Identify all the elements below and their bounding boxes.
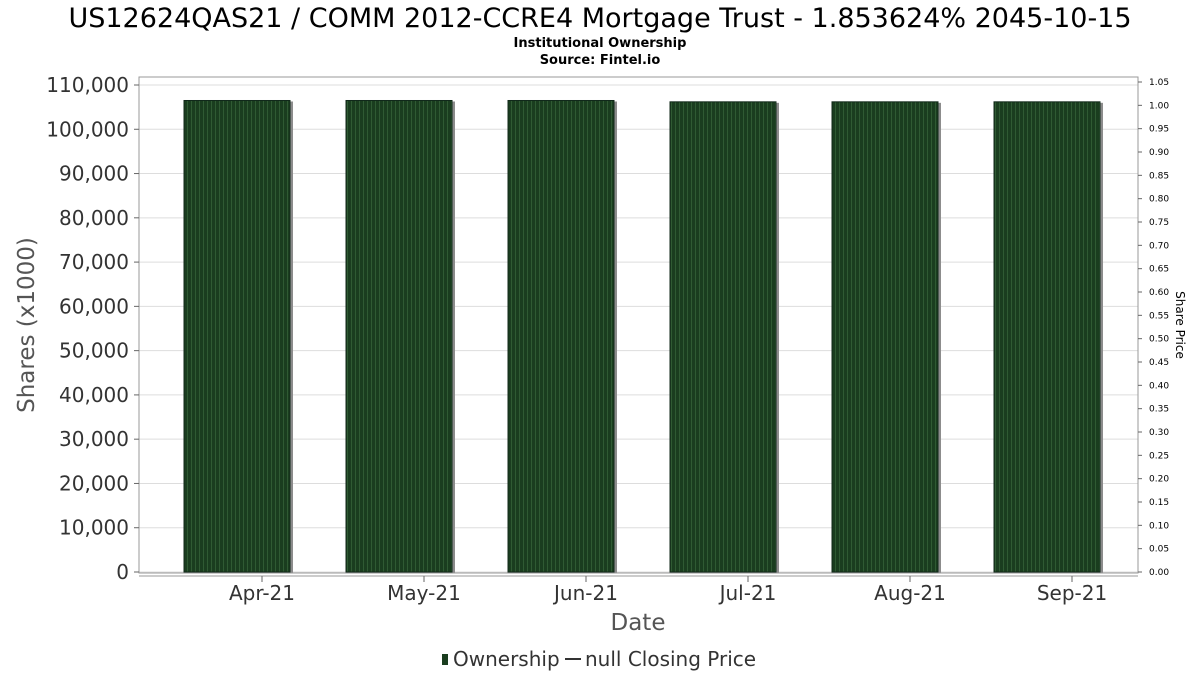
y2-tick-label: 0.75: [1149, 218, 1169, 228]
y-axis-label: Shares (x1000): [14, 237, 40, 413]
y2-tick-label: 0.30: [1149, 428, 1169, 438]
y-tick-label: 110,000: [46, 73, 129, 97]
x-tick-label: Jun-21: [552, 581, 618, 605]
y-tick-label: 40,000: [59, 383, 129, 407]
y-tick-label: 80,000: [59, 206, 129, 230]
y2-tick-label: 0.15: [1149, 498, 1169, 508]
ownership-bar: [831, 101, 939, 573]
y-tick-label: 30,000: [59, 427, 129, 451]
y2-tick-label: 0.50: [1149, 335, 1169, 345]
y2-tick-label: 0.90: [1149, 148, 1169, 158]
x-tick-label: Sep-21: [1037, 581, 1107, 605]
grid-lines: [139, 84, 1138, 573]
x-tick-label: May-21: [387, 581, 461, 605]
y-tick-label: 0: [116, 560, 129, 584]
y2-tick-label: 1.00: [1149, 101, 1169, 111]
legend-closing-price-label: null Closing Price: [585, 647, 756, 671]
chart-source: Source: Fintel.io: [540, 53, 661, 68]
x-tick-label: Aug-21: [874, 581, 946, 605]
y2-tick-label: 0.25: [1149, 451, 1169, 461]
legend-ownership-label: Ownership: [453, 647, 560, 671]
y2-tick-label: 0.85: [1149, 171, 1169, 181]
x-axis-ticks: Apr-21 May-21 Jun-21 Jul-21 Aug-21 Sep-21: [229, 576, 1107, 605]
legend: Ownership null Closing Price: [442, 647, 756, 671]
y2-tick-label: 0.45: [1149, 358, 1169, 368]
y2-tick-label: 0.65: [1149, 265, 1169, 275]
x-tick-label: Jul-21: [718, 581, 777, 605]
y-tick-label: 10,000: [59, 516, 129, 540]
y-tick-label: 20,000: [59, 471, 129, 495]
y2-tick-label: 0.60: [1149, 288, 1169, 298]
ownership-bar: [669, 101, 777, 573]
y-tick-label: 60,000: [59, 294, 129, 318]
y2-tick-label: 0.00: [1149, 568, 1169, 578]
plot-frame: [138, 76, 1139, 574]
y2-tick-label: 0.80: [1149, 195, 1169, 205]
y-tick-label: 50,000: [59, 339, 129, 363]
ownership-bar: [183, 99, 291, 573]
y-tick-label: 100,000: [46, 117, 129, 141]
x-axis-label: Date: [611, 610, 666, 636]
y2-tick-label: 0.95: [1149, 125, 1169, 135]
chart-title: US12624QAS21 / COMM 2012-CCRE4 Mortgage …: [68, 3, 1131, 34]
y2-tick-label: 0.10: [1149, 521, 1169, 531]
y-tick-label: 70,000: [59, 250, 129, 274]
y2-tick-label: 0.70: [1149, 241, 1169, 251]
y2-tick-label: 0.40: [1149, 381, 1169, 391]
y-axis-ticks: 0 10,000 20,000 30,000 40,000 50,000 60,000 70,…: [46, 73, 139, 584]
y-tick-label: 90,000: [59, 162, 129, 186]
x-tick-label: Apr-21: [229, 581, 295, 605]
y2-tick-label: 0.05: [1149, 545, 1169, 555]
y2-axis-label: Share Price: [1173, 291, 1187, 359]
chart-subtitle: Institutional Ownership: [514, 36, 687, 51]
y2-axis-ticks: 0.00 0.05 0.10 0.15 0.20 0.25 0.30 0.35 0.40 0.45…: [1138, 78, 1169, 578]
y2-tick-label: 0.20: [1149, 475, 1169, 485]
ownership-bar: [507, 99, 615, 573]
ownership-bar: [993, 101, 1101, 573]
legend-bar-marker: [442, 654, 448, 665]
y2-tick-label: 0.35: [1149, 405, 1169, 415]
bars: [183, 99, 1103, 573]
ownership-bar: [345, 99, 453, 573]
y2-tick-label: 1.05: [1149, 78, 1169, 88]
y2-tick-label: 0.55: [1149, 311, 1169, 321]
